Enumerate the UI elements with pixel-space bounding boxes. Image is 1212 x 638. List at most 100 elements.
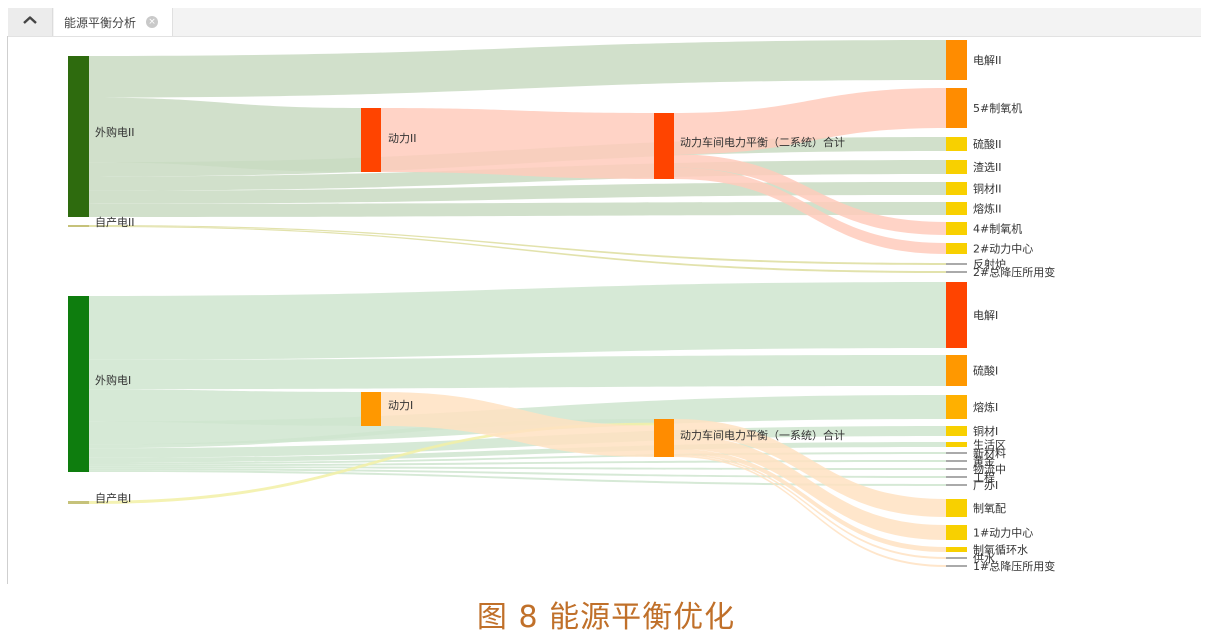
sankey-label-n23: 新材料 (973, 446, 1006, 460)
sankey-link-12[interactable] (89, 282, 946, 360)
sankey-label-n30: 制氧循环水 (973, 543, 1028, 557)
sankey-node-n24[interactable] (946, 460, 967, 462)
sankey-node-n2[interactable] (361, 108, 381, 172)
sankey-node-n4[interactable] (946, 40, 967, 80)
sankey-node-n26[interactable] (946, 476, 967, 478)
sankey-link-5[interactable] (89, 202, 946, 217)
sankey-node-n27[interactable] (946, 484, 967, 486)
sankey-node-n10[interactable] (946, 222, 967, 235)
sankey-node-n21[interactable] (946, 426, 967, 436)
sankey-label-n1: 自产电II (95, 215, 135, 229)
sankey-label-n21: 铜材I (973, 424, 998, 438)
sankey-label-n28: 制氧配 (973, 501, 1006, 515)
sankey-label-n20: 熔炼I (973, 400, 998, 414)
sankey-chart: 外购电II 自产电II 动力II 动力车间电力平衡（二系统）合计 电解II 5#制氧机硫酸… (68, 40, 1055, 573)
sankey-link-24[interactable] (89, 422, 654, 504)
sankey-node-n22[interactable] (946, 442, 967, 447)
sankey-link-4[interactable] (89, 182, 946, 204)
sankey-label-n22: 生活区 (973, 438, 1006, 452)
sankey-node-n11[interactable] (946, 243, 967, 254)
sankey-node-n13[interactable] (946, 271, 967, 273)
sankey-link-10[interactable] (674, 154, 946, 235)
close-icon[interactable]: × (146, 16, 159, 28)
sankey-node-n12[interactable] (946, 263, 967, 265)
sankey-link-23[interactable] (89, 470, 946, 486)
home-icon (23, 13, 37, 32)
sankey-label-n17: 动力车间电力平衡（一系统）合计 (680, 428, 845, 442)
sankey-link-27[interactable] (674, 435, 946, 540)
sankey-node-n17[interactable] (654, 419, 674, 457)
sankey-node-n30[interactable] (946, 547, 967, 552)
sankey-node-n0[interactable] (68, 56, 89, 217)
sankey-link-16[interactable] (89, 419, 654, 449)
sankey-link-29[interactable] (674, 453, 946, 559)
sankey-link-25[interactable] (381, 392, 654, 457)
sankey-label-n10: 4#制氧机 (973, 222, 1022, 236)
sankey-label-n26: 工程 (973, 471, 995, 484)
sankey-label-n16: 动力I (388, 399, 413, 412)
sankey-node-n14[interactable] (68, 296, 89, 472)
app-window: 能源平衡分析 × 外购电II 自产电II 动力II 动力车间电力平衡（二系统）合计 电解… (7, 8, 1201, 584)
sankey-label-n15: 自产电I (95, 491, 131, 505)
sankey-label-n29: 1#动力中心 (973, 527, 1033, 540)
sankey-node-n9[interactable] (946, 202, 967, 215)
sankey-label-n9: 熔炼II (973, 202, 1002, 216)
sankey-node-n31[interactable] (946, 557, 967, 559)
sankey-label-n14: 外购电I (95, 373, 131, 387)
sankey-link-14[interactable] (89, 389, 361, 426)
sankey-node-n28[interactable] (946, 499, 967, 517)
sankey-label-n27: 广办I (973, 479, 998, 492)
sankey-link-28[interactable] (674, 448, 946, 552)
sankey-label-n6: 硫酸II (973, 137, 1002, 151)
sankey-link-22[interactable] (89, 468, 946, 478)
sankey-link-26[interactable] (674, 419, 946, 517)
sankey-link-13[interactable] (89, 355, 946, 390)
sankey-label-n31: 供水 (973, 551, 995, 565)
sankey-label-n24: 黄金 (973, 454, 995, 468)
sankey-node-n16[interactable] (361, 392, 381, 426)
sankey-link-1[interactable] (89, 97, 361, 172)
sankey-label-n19: 硫酸I (973, 364, 998, 378)
sankey-node-n15[interactable] (68, 501, 89, 504)
sankey-node-n1[interactable] (68, 225, 89, 227)
frame-divider (7, 36, 8, 584)
sankey-link-11[interactable] (674, 167, 946, 254)
home-button[interactable] (8, 8, 53, 36)
sankey-link-8[interactable] (381, 108, 654, 179)
sankey-link-21[interactable] (89, 466, 946, 470)
tab-label: 能源平衡分析 (64, 15, 137, 30)
sankey-node-n5[interactable] (946, 88, 967, 128)
sankey-node-n7[interactable] (946, 160, 967, 174)
sankey-node-n25[interactable] (946, 468, 967, 470)
sankey-label-n11: 2#动力中心 (973, 243, 1033, 256)
sankey-label-n32: 1#总降压所用变 (973, 559, 1055, 573)
sankey-link-6[interactable] (89, 225, 946, 265)
sankey-node-n8[interactable] (946, 182, 967, 195)
sankey-link-9[interactable] (674, 88, 946, 155)
sankey-node-n20[interactable] (946, 395, 967, 419)
sankey-node-n6[interactable] (946, 137, 967, 151)
sankey-link-0[interactable] (89, 40, 946, 98)
sankey-node-n3[interactable] (654, 113, 674, 179)
figure-caption: 图 8 能源平衡优化 (476, 600, 736, 635)
sankey-label-n5: 5#制氧机 (973, 101, 1022, 115)
sankey-label-n25: 物流中 (973, 462, 1006, 476)
sankey-label-n13: 2#总降压所用变 (973, 265, 1055, 279)
sankey-node-n29[interactable] (946, 525, 967, 540)
sankey-link-7[interactable] (89, 226, 946, 273)
sankey-node-n23[interactable] (946, 452, 967, 454)
sankey-node-n18[interactable] (946, 282, 967, 348)
sankey-label-n8: 铜材II (973, 182, 1002, 196)
sankey-label-n18: 电解I (973, 308, 998, 322)
tab-energy-balance[interactable]: 能源平衡分析 × (54, 8, 173, 36)
tab-bar: 能源平衡分析 × (8, 8, 1201, 37)
sankey-link-30[interactable] (674, 455, 946, 567)
sankey-label-n7: 渣选II (973, 160, 1002, 174)
sankey-label-n3: 动力车间电力平衡（二系统）合计 (680, 135, 845, 149)
sankey-label-n2: 动力II (388, 132, 417, 145)
sankey-label-n12: 反射炉 (973, 257, 1006, 271)
sankey-label-n0: 外购电II (95, 125, 135, 139)
sankey-label-n4: 电解II (973, 53, 1002, 67)
sankey-node-n19[interactable] (946, 355, 967, 386)
sankey-node-n32[interactable] (946, 565, 967, 567)
